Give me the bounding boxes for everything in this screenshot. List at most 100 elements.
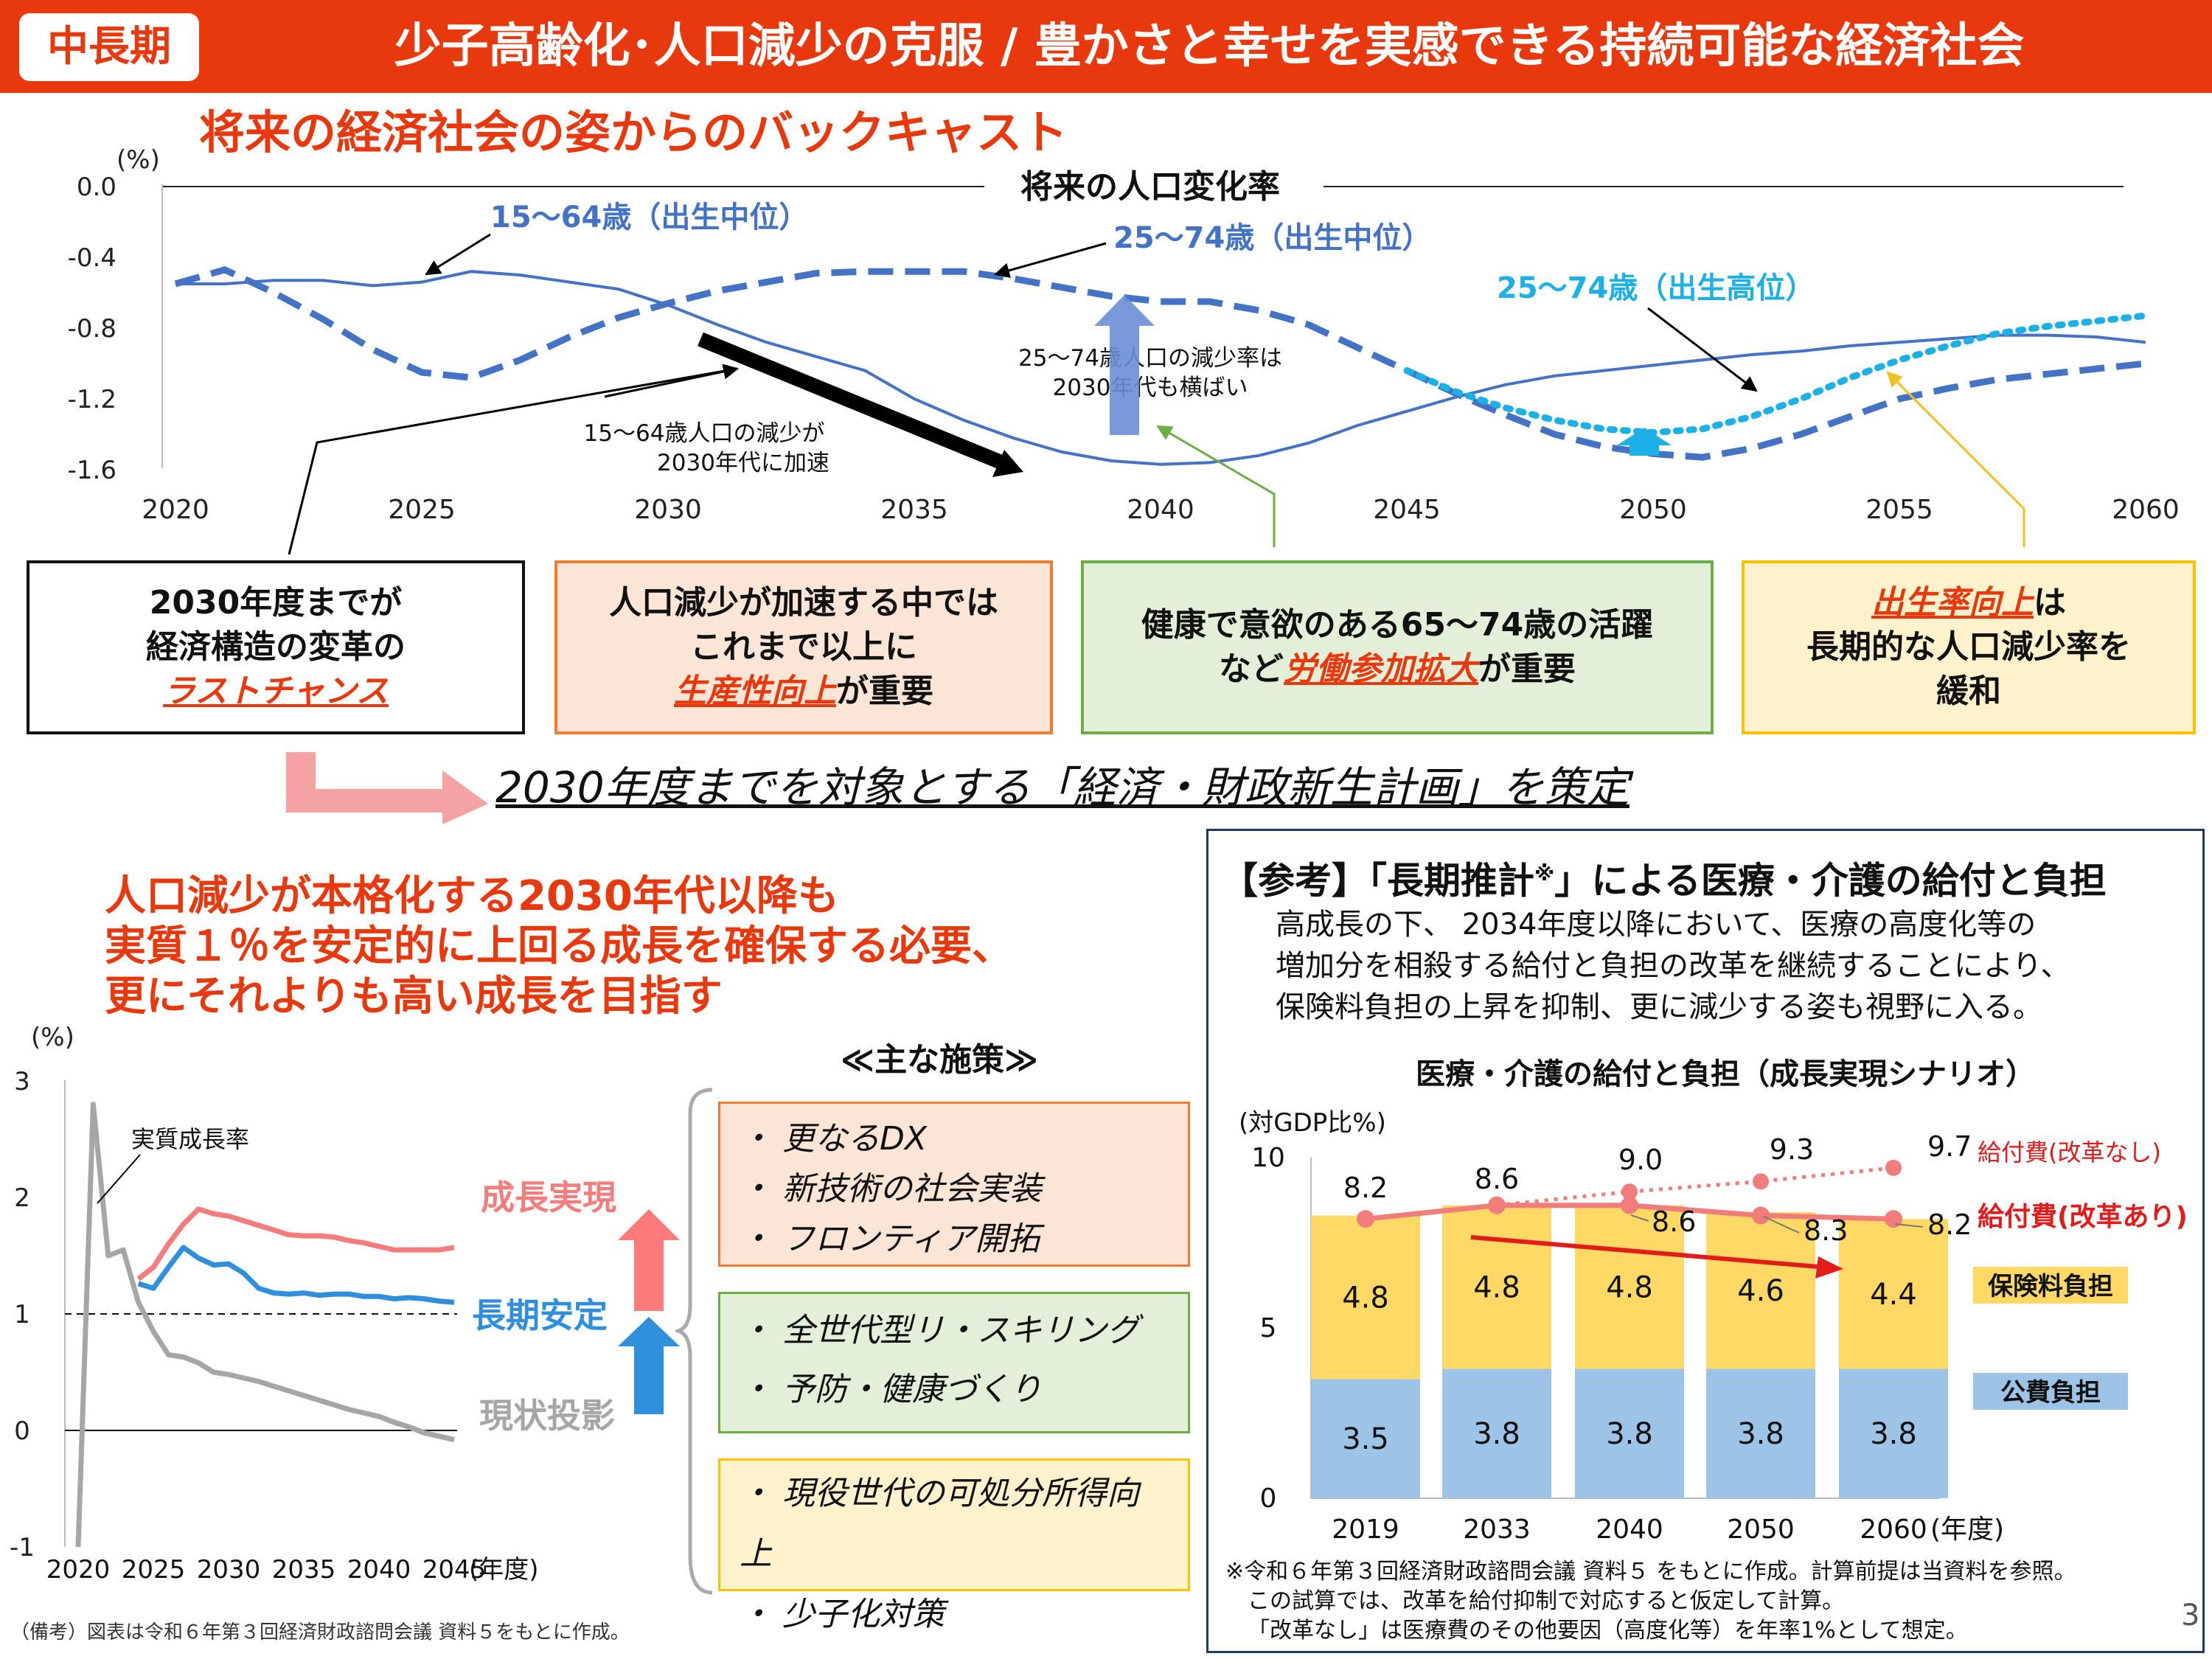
point-benefit-no-reform (1885, 1159, 1902, 1176)
annot-15-64: 15～64歳人口の減少が 2030年代に加速 (584, 420, 830, 476)
reference-note: 「改革なし」は医療費のその他要因（高度化等）を年率1%として想定。 (1248, 1618, 1968, 1644)
bar-public-value: 3.8 (1606, 1417, 1653, 1451)
benefit-reform-value: 8.2 (1343, 1172, 1388, 1204)
box2-line1: 人口減少が加速する中では (609, 584, 998, 622)
box1-line1: 2030年度までが (149, 584, 403, 622)
box4-emphasis: 出生率向上 (1871, 584, 2034, 622)
legend-insurance: 保険料負担 (1988, 1272, 2113, 1301)
point-benefit-reform (1488, 1196, 1506, 1214)
box2-line2: これまで以上に (690, 628, 917, 666)
point-benefit-no-reform (1753, 1173, 1769, 1190)
legend-no-reform: 給付費(改革なし) (1978, 1138, 2161, 1166)
pop-x-tick-label: 2050 (1619, 495, 1687, 525)
benefit-reduction-arrow (1470, 1235, 1819, 1269)
accel-arrowhead (992, 450, 1023, 477)
pointer-25-74-mid (993, 242, 1107, 279)
line-real-growth (75, 1102, 455, 1548)
benefit-no-reform-value: 9.3 (1770, 1133, 1814, 1166)
connector-lines (288, 367, 2025, 555)
ref-x-tick-label: 2019 (1332, 1514, 1399, 1545)
box-labor-participation: 健康で意欲のある65～74歳の活躍 など労働参加拡大が重要 (1081, 560, 1714, 734)
policies-title: ≪主な施策≫ (841, 1041, 1039, 1079)
pop-x-tick-label: 2055 (1865, 495, 1933, 525)
pop-x-tick-label: 2035 (880, 495, 948, 525)
up-arrow-2040 (1094, 295, 1155, 435)
growth-x-tick-label: 2035 (272, 1555, 336, 1585)
reference-note: この試算では、改革を給付抑制で対応すると仮定して計算。 (1248, 1588, 1845, 1614)
reference-title-mark: ※ (1534, 861, 1555, 886)
pop-y-tick-label: -1.6 (68, 456, 116, 485)
pop-x-tick-label: 2060 (2112, 495, 2180, 525)
population-change-chart: (%) 0.0 -0.4 -0.8 -1.2 -1.6 2020 2025 2030 2035… (68, 145, 2180, 525)
label-real-growth: 実質成長率 (131, 1125, 249, 1153)
pop-x-tick-label: 2020 (142, 495, 209, 525)
bar-insurance-burden (1575, 1205, 1684, 1369)
policy-item: ・ 少子化対策 (740, 1596, 945, 1633)
pointer-25-74-high (1647, 307, 1758, 392)
growth-rate-chart: (%) 3 2 1 0 -1 2020 2025 2030 2035 2040 2045 (年度)… (10, 1023, 680, 1585)
pop-unit: (%) (116, 145, 160, 175)
bar-insurance-burden (1706, 1211, 1815, 1369)
pop-x-tick-label: 2045 (1373, 495, 1441, 525)
box1-line2: 経済構造の変革の (146, 628, 406, 666)
growth-line2: 実質１％を安定的に上回る成長を確保する必要、 (105, 922, 1013, 970)
bar-public-value: 3.8 (1473, 1417, 1520, 1451)
policy-item: ・ 全世代型リ・スキリング (740, 1312, 1139, 1349)
page-title: 少子高齢化･人口減少の克服 / 豊かさと幸せを実感できる持続可能な経済社会 (394, 19, 2025, 74)
policy-item: ・ 予防・健康づくり (740, 1371, 1042, 1408)
ref-year-unit: (年度) (1930, 1514, 2004, 1545)
box1-emphasis: ラストチャンス (163, 672, 389, 710)
reference-description: 高成長の下、 2034年度以降において、医療の高度化等の 増加分を相殺する給付と… (1276, 904, 2070, 1028)
growth-x-tick-label: 2040 (347, 1555, 411, 1585)
pop-x-tick-label: 2025 (388, 495, 456, 525)
reference-title-end: 」による医療・介護の給付と負担 (1554, 859, 2107, 902)
ref-x-tick-label: 2060 (1860, 1514, 1927, 1545)
pop-y-tick-label: 0.0 (77, 173, 116, 202)
plan-arrow (286, 752, 488, 824)
label-15-64: 15～64歳（出生中位） (490, 201, 808, 234)
bar-insurance-value: 4.4 (1870, 1278, 1917, 1312)
pop-chart-title: 将来の人口変化率 (1020, 168, 1280, 206)
growth-x-tick-label: 2030 (197, 1555, 261, 1585)
growth-line1: 人口減少が本格化する2030年代以降も (105, 872, 839, 920)
legend-public: 公費負担 (2000, 1378, 2101, 1408)
reference-desc-line: 保険料負担の上昇を抑制、更に減少する姿も視野に入る。 (1276, 990, 2042, 1024)
stable-growth-arrow (618, 1317, 680, 1414)
policy-item: ・ フロンティア開拓 (740, 1220, 1040, 1258)
box2-tail: が重要 (836, 672, 933, 710)
ref-x-tick-label: 2050 (1727, 1514, 1795, 1545)
up-arrow-2050 (1617, 428, 1672, 456)
growth-x-tick-label: 2020 (46, 1555, 111, 1585)
ref-chart-title: 医療・介護の給付と負担（成長実現シナリオ） (1416, 1057, 2035, 1091)
bar-insurance-burden (1311, 1215, 1420, 1380)
benefit-no-reform-value: 9.7 (1927, 1130, 1972, 1163)
box4-line2: 長期的な人口減少率を (1806, 628, 2131, 666)
ref-x-tick-label: 2040 (1596, 1514, 1663, 1545)
pop-x-tick-label: 2030 (634, 495, 702, 525)
pop-x-tick-label: 2040 (1127, 495, 1194, 525)
plan-text: 2030年度までを対象とする「経済・財政新生計画」を策定 (495, 762, 1630, 813)
bar-insurance-burden (1839, 1219, 1948, 1369)
line-benefit-no-reform (1496, 1166, 1894, 1208)
growth-y-tick-label: 1 (14, 1300, 30, 1329)
benefit-reduction-arrowhead (1815, 1256, 1843, 1279)
label-25-74-high: 25～74歳（出生高位） (1497, 271, 1815, 305)
growth-x-tick-label: 2045 (422, 1555, 487, 1585)
bar-insurance-burden (1442, 1205, 1551, 1369)
page-number: 3 (2181, 1599, 2200, 1632)
bar-public-burden (1839, 1368, 1948, 1498)
annot-25-74: 25～74歳人口の減少率は 2030年代も横ばい (1018, 345, 1282, 401)
growth-x-unit: (年度) (469, 1555, 539, 1585)
line-high-growth (136, 1206, 455, 1281)
label-high-growth: 成長実現 (481, 1178, 616, 1217)
ref-y-tick-label: 0 (1260, 1484, 1277, 1514)
pointer-15-64 (425, 233, 491, 276)
bar-public-burden (1311, 1379, 1420, 1498)
policy-item: ・ 新技術の社会実装 (740, 1170, 1042, 1208)
point-benefit-reform (1621, 1196, 1638, 1214)
growth-y-tick-label: 2 (14, 1183, 30, 1213)
ref-y-tick-label: 10 (1251, 1143, 1285, 1173)
growth-y-tick-label: 0 (14, 1416, 30, 1446)
bar-public-burden (1706, 1368, 1815, 1498)
accel-arrow (698, 332, 1013, 473)
